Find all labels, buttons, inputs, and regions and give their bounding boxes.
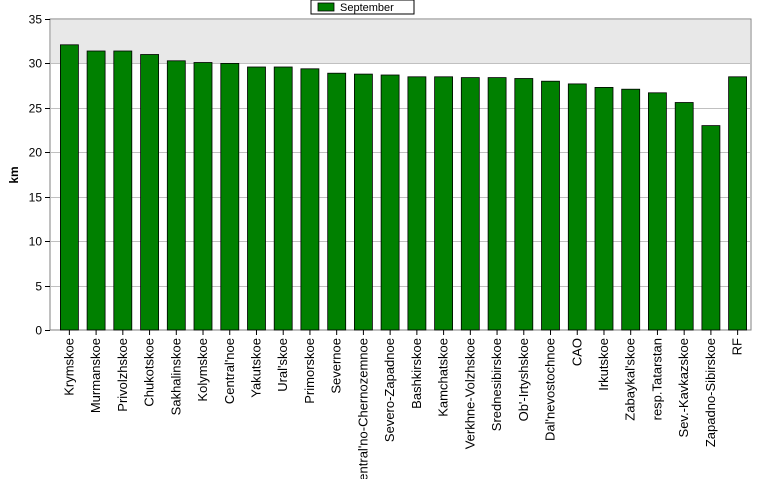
bar[interactable] bbox=[487, 77, 507, 331]
bar[interactable] bbox=[567, 83, 587, 331]
x-category-label: Srednesibirskoe bbox=[489, 338, 504, 431]
x-category-label: Kolymskoe bbox=[195, 338, 210, 402]
x-category-label: CAO bbox=[569, 338, 584, 366]
y-tick-label: 35 bbox=[29, 13, 43, 27]
x-category-label: resp.Tatarstan bbox=[649, 338, 664, 420]
bar[interactable] bbox=[327, 72, 347, 331]
bar[interactable] bbox=[460, 77, 480, 331]
y-tick-label: 10 bbox=[29, 235, 43, 249]
legend[interactable]: September bbox=[310, 0, 415, 15]
x-category-label: Primorskoe bbox=[302, 338, 317, 404]
bar[interactable] bbox=[380, 74, 400, 331]
bar[interactable] bbox=[247, 66, 266, 331]
bar[interactable] bbox=[701, 125, 721, 331]
bar[interactable] bbox=[648, 92, 667, 331]
x-category-label: Zabaykal'skoe bbox=[623, 338, 638, 421]
x-category-label: Ob'-Irtyshskoe bbox=[516, 338, 531, 421]
y-tick-label: 30 bbox=[29, 57, 43, 71]
x-category-label: Irkutskoe bbox=[596, 338, 611, 391]
plot-top-band bbox=[51, 20, 750, 63]
x-category-label: Ural'skoe bbox=[275, 338, 290, 392]
bar[interactable] bbox=[728, 76, 747, 331]
bar[interactable] bbox=[86, 50, 106, 331]
bar[interactable] bbox=[541, 80, 560, 331]
bar[interactable] bbox=[434, 76, 454, 331]
y-axis-ticks: 0 5 10 15 20 25 30 35 bbox=[29, 13, 50, 338]
x-category-label: Murmanskoe bbox=[88, 338, 103, 413]
bar[interactable] bbox=[674, 102, 694, 331]
x-category-label: Central'no-Chernozemnoe bbox=[355, 338, 370, 479]
x-category-label: Dal'nevostochnoe bbox=[543, 338, 558, 441]
y-tick-label: 5 bbox=[35, 280, 42, 294]
bar[interactable] bbox=[514, 78, 534, 331]
y-tick-label: 25 bbox=[29, 102, 43, 116]
bar[interactable] bbox=[273, 66, 293, 331]
x-category-label: Central'noe bbox=[222, 338, 237, 404]
bar[interactable] bbox=[594, 87, 614, 331]
bar[interactable] bbox=[407, 76, 427, 331]
bar[interactable] bbox=[140, 54, 160, 331]
bars bbox=[60, 44, 747, 331]
x-category-label: Bashkirskoe bbox=[409, 338, 424, 409]
x-category-label: Yakutskoe bbox=[248, 338, 263, 398]
x-category-label: Privolzhskoe bbox=[115, 338, 130, 412]
y-axis-label: km bbox=[7, 166, 21, 183]
legend-label: September bbox=[340, 2, 394, 14]
bar[interactable] bbox=[60, 44, 79, 331]
bar[interactable] bbox=[621, 88, 641, 331]
bar[interactable] bbox=[113, 50, 133, 331]
x-category-label: Krymskoe bbox=[61, 338, 76, 396]
y-tick-label: 0 bbox=[35, 324, 42, 338]
bar[interactable] bbox=[300, 68, 320, 331]
x-category-label: RF bbox=[730, 338, 745, 355]
x-category-label: Verkhne-Volzhskoe bbox=[462, 338, 477, 449]
y-tick-label: 15 bbox=[29, 191, 43, 205]
bar[interactable] bbox=[220, 63, 240, 331]
legend-swatch bbox=[317, 2, 335, 12]
bar[interactable] bbox=[193, 62, 213, 331]
x-category-label: Chukotskoe bbox=[142, 338, 157, 407]
x-category-label: Sev.-Kavkazskoe bbox=[676, 338, 691, 437]
x-category-label: Severo-Zapadnoe bbox=[382, 338, 397, 442]
x-category-label: Zapadno-Sibirskoe bbox=[703, 338, 718, 447]
x-axis-categories: Krymskoe Murmanskoe Privolzhskoe Chukotskoe… bbox=[61, 330, 745, 479]
bar[interactable] bbox=[166, 60, 186, 331]
x-category-label: Sakhalinskoe bbox=[168, 338, 183, 415]
x-category-label: Severnoe bbox=[329, 338, 344, 394]
bar[interactable] bbox=[353, 73, 373, 331]
x-category-label: Kamchatskoe bbox=[436, 338, 451, 417]
legend-box bbox=[310, 0, 415, 15]
y-tick-label: 20 bbox=[29, 146, 43, 160]
